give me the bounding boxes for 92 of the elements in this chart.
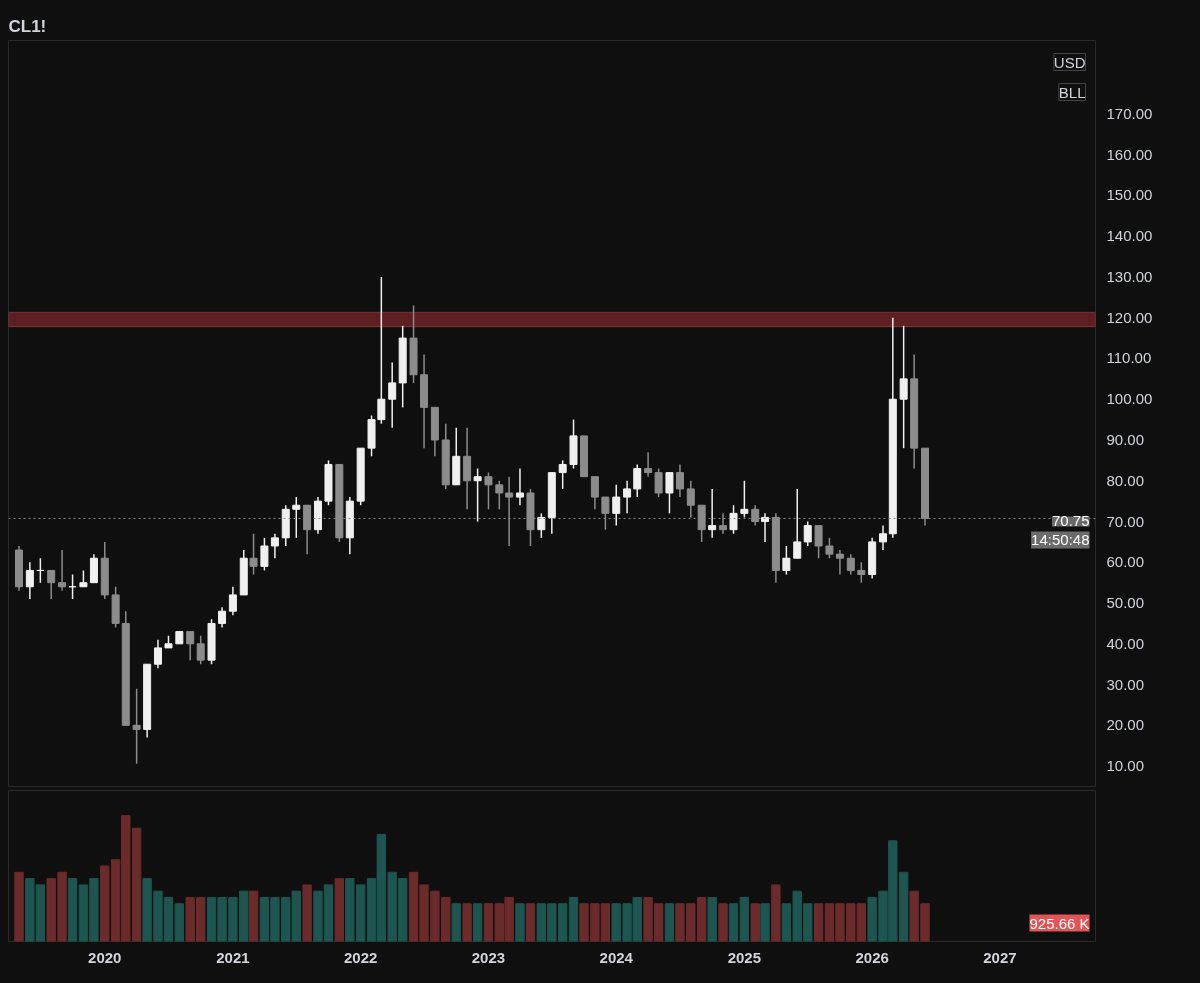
bar	[707, 896, 717, 942]
candlestick	[484, 471, 493, 511]
y-tick-label: 50.00	[1106, 594, 1145, 612]
bar	[462, 903, 472, 942]
candlestick	[186, 630, 195, 661]
ref-line-label: 70.75	[1051, 512, 1090, 530]
bar	[334, 878, 345, 942]
y-tick-label: 150.00	[1106, 186, 1153, 204]
bar	[664, 903, 675, 942]
candlestick	[825, 537, 834, 559]
candlestick	[537, 512, 546, 539]
candlestick	[623, 480, 632, 515]
bar	[248, 890, 259, 942]
bar	[472, 903, 483, 942]
candlestick	[292, 496, 301, 539]
y-tick-label: 60.00	[1106, 553, 1145, 571]
candlestick	[58, 549, 67, 592]
candlestick	[590, 475, 599, 511]
candlestick	[260, 537, 269, 572]
candlestick	[729, 504, 738, 535]
bar	[718, 903, 728, 942]
candlestick	[132, 687, 141, 765]
x-tick-label: 2027	[983, 948, 1017, 966]
bar	[515, 903, 525, 942]
bar	[750, 903, 760, 942]
candlestick	[857, 561, 866, 584]
candlestick	[633, 463, 642, 498]
candlestick	[793, 488, 802, 559]
x-tick-label: 2022	[344, 948, 378, 966]
candlestick	[665, 471, 674, 515]
bar	[760, 903, 770, 942]
candlestick	[782, 545, 791, 576]
bar	[302, 884, 312, 942]
candlestick	[25, 561, 34, 600]
y-tick-label: 130.00	[1106, 267, 1153, 285]
annotation: 925.66 K	[1029, 914, 1090, 932]
candlestick	[228, 586, 237, 617]
bar	[14, 871, 24, 942]
candlestick	[846, 553, 855, 576]
y-tick-label: 90.00	[1106, 431, 1145, 448]
chart-title: CL1!	[8, 16, 47, 36]
y-tick-label: 160.00	[1106, 145, 1153, 163]
candlestick	[654, 467, 663, 498]
candlestick	[495, 480, 504, 511]
candlestick	[835, 549, 844, 576]
candlestick	[761, 512, 770, 543]
candlestick	[879, 524, 887, 551]
x-tick-label: 2020	[88, 948, 122, 966]
y-tick-label: 120.00	[1106, 308, 1153, 326]
bar	[67, 878, 78, 942]
candlestick	[708, 488, 717, 539]
bar	[813, 903, 824, 942]
y-tick-label: 20.00	[1106, 716, 1145, 734]
candlestick	[196, 634, 205, 665]
x-tick-label: 2021	[216, 948, 250, 966]
candlestick	[270, 533, 279, 559]
x-tick-label: 2024	[599, 948, 634, 966]
y-tick-label: 30.00	[1106, 675, 1145, 693]
candlestick	[473, 467, 482, 523]
x-tick-label: 2026	[855, 948, 889, 966]
candlestick	[803, 520, 812, 547]
candlestick	[388, 361, 397, 429]
y-tick-label: 110.00	[1106, 349, 1152, 367]
candlestick	[612, 484, 621, 527]
candlestick	[675, 463, 684, 498]
y-tick-label: 140.00	[1106, 227, 1153, 245]
y-tick-label: 100.00	[1106, 390, 1153, 408]
candlestick	[249, 533, 258, 576]
y-tick-label: 10.00	[1106, 757, 1145, 775]
bar	[771, 884, 781, 942]
candlestick	[558, 459, 567, 490]
y-tick-label: 40.00	[1106, 634, 1145, 652]
candlestick	[153, 639, 162, 670]
candlestick	[814, 524, 823, 559]
candlestick	[47, 569, 56, 600]
candlestick	[218, 606, 227, 629]
bar	[525, 903, 536, 942]
candlestick	[515, 467, 524, 506]
y-tick-label: 80.00	[1106, 471, 1145, 489]
x-tick-label: 2023	[471, 948, 506, 966]
y-tick-label: 170.00	[1106, 104, 1153, 122]
bar	[728, 903, 739, 942]
candlestick	[740, 480, 749, 519]
annotation: 14:50:48	[1031, 531, 1090, 549]
annotation: BLL	[1058, 83, 1086, 101]
candlestick	[899, 325, 908, 449]
y-tick-label: 70.00	[1106, 512, 1145, 530]
candlestick	[644, 451, 653, 478]
bar	[739, 896, 750, 942]
x-tick-label: 2025	[727, 948, 762, 966]
bar	[451, 903, 461, 942]
annotation: USD	[1053, 53, 1086, 71]
